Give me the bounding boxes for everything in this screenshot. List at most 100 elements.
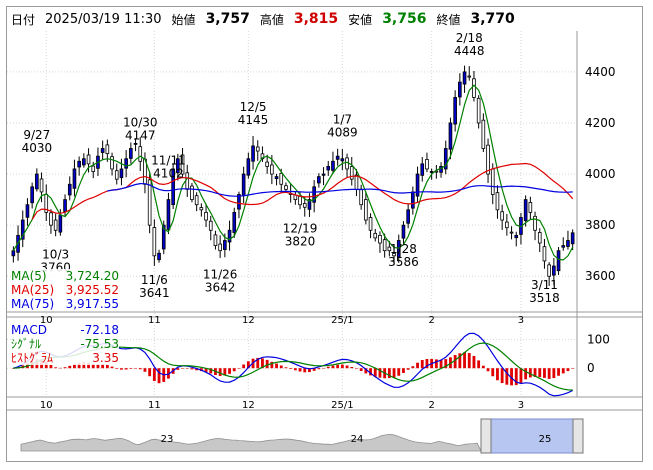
candle-body <box>25 204 30 218</box>
histogram-bar <box>359 368 363 372</box>
candle-body <box>232 211 237 233</box>
histogram-bar <box>54 367 58 369</box>
candle-body <box>528 202 533 213</box>
histogram-bar <box>82 362 86 369</box>
histogram-bar <box>467 353 471 369</box>
candle-body <box>368 217 373 231</box>
candle-body <box>523 199 528 222</box>
candle-body <box>401 224 406 239</box>
histogram-bar <box>87 362 90 369</box>
histogram-bar <box>402 368 405 373</box>
candle-body <box>194 195 199 206</box>
histogram-bar <box>152 368 156 381</box>
histogram-bar <box>355 368 358 369</box>
candle-body <box>138 146 143 162</box>
candle-body <box>458 81 462 98</box>
candle-body <box>443 148 448 170</box>
candle-body <box>176 158 180 174</box>
histogram-bar <box>110 366 114 369</box>
candle-body <box>166 199 171 230</box>
histogram-bar <box>308 368 311 373</box>
histogram-bar <box>543 368 546 378</box>
histogram-bar <box>500 368 504 384</box>
ma25-legend: MA(25) 3,925.52 <box>11 283 119 297</box>
candle-body <box>354 174 359 190</box>
histogram-bar <box>209 368 213 374</box>
histogram-bar <box>420 359 424 369</box>
date-label: 日付 <box>11 12 36 27</box>
candle-body <box>537 232 542 244</box>
candle-body <box>185 172 190 190</box>
candle-body <box>566 240 570 247</box>
histogram-bar <box>256 357 260 369</box>
ma5-legend: MA(5) 3,724.20 <box>11 269 119 283</box>
candle-body <box>63 199 67 212</box>
candle-body <box>190 185 194 200</box>
candle-body <box>298 196 302 206</box>
candle-body <box>208 220 213 231</box>
annotation-value: 3586 <box>388 255 419 269</box>
candle-body <box>30 186 34 204</box>
candle-body <box>223 240 227 250</box>
signal-legend-row: ｼｸﾞﾅﾙ -75.53 <box>11 337 119 351</box>
histogram-bar <box>143 368 147 372</box>
quote-header: 日付 2025/03/19 11:30 始値 3,757 高値 3,815 安値… <box>7 7 642 31</box>
annotation-date: 10/3 <box>42 247 69 261</box>
annotation-date: 12/19 <box>283 222 318 236</box>
datetime-value: 2025/03/19 11:30 <box>45 11 162 27</box>
candle-body <box>359 188 363 206</box>
month-label: 25/1 <box>331 315 353 326</box>
price-tick-label: 3800 <box>585 218 616 232</box>
histogram-bar <box>364 368 368 374</box>
candle-body <box>255 146 260 152</box>
candle-body <box>533 215 537 231</box>
histogram-bar <box>561 368 565 374</box>
annotation-date: 11/6 <box>141 273 168 287</box>
month-label-lower: 25/1 <box>331 400 353 411</box>
histogram-bar <box>265 359 269 369</box>
histogram-bar <box>528 368 532 378</box>
histogram-bar <box>270 361 274 369</box>
histogram-bar <box>378 368 382 378</box>
stock-chart[interactable]: 3600 3800 4000 4200 4400 100 0 10 10 11 11 12 12 25/1… <box>7 7 642 461</box>
candle-body <box>378 234 382 244</box>
histogram-bar <box>336 364 340 369</box>
candle-body <box>129 148 133 159</box>
histogram-bar <box>373 368 377 377</box>
histogram-bar <box>77 362 81 369</box>
candle-body <box>396 240 401 258</box>
histogram-bar <box>49 364 53 369</box>
candle-body <box>570 232 575 245</box>
candle-body <box>552 265 556 276</box>
candle-body <box>82 158 86 166</box>
candle-body <box>157 252 161 261</box>
candle-body <box>246 158 251 176</box>
histogram-bar <box>331 365 335 369</box>
candle-body <box>171 168 175 206</box>
candle-body <box>453 97 457 125</box>
candle-body <box>279 172 284 185</box>
histogram-bar <box>261 358 264 369</box>
hist-legend-row: ﾋｽﾄｸﾞﾗﾑ 3.35 <box>11 351 119 365</box>
annotation-date: 9/27 <box>23 128 50 142</box>
histogram-bar <box>185 368 189 369</box>
candle-body <box>124 158 128 169</box>
candle-body <box>72 168 77 189</box>
histogram-bar <box>279 365 283 369</box>
candle-body <box>429 171 434 173</box>
candle-body <box>321 173 326 176</box>
candle-body <box>35 173 39 190</box>
macd-label: MACD <box>11 323 47 337</box>
histogram-bar <box>275 363 278 369</box>
candle-body <box>331 160 335 171</box>
candle-body <box>505 221 509 229</box>
month-label-lower: 3 <box>518 400 524 411</box>
ma75-line <box>107 182 573 197</box>
histogram-bar <box>134 368 137 369</box>
candle-body <box>133 142 138 145</box>
candle-body <box>392 253 396 257</box>
histogram-bar <box>105 364 109 369</box>
annotation-value: 3820 <box>285 235 316 249</box>
annotation-date: 1/7 <box>333 113 352 127</box>
price-tick-label: 4200 <box>585 116 616 130</box>
